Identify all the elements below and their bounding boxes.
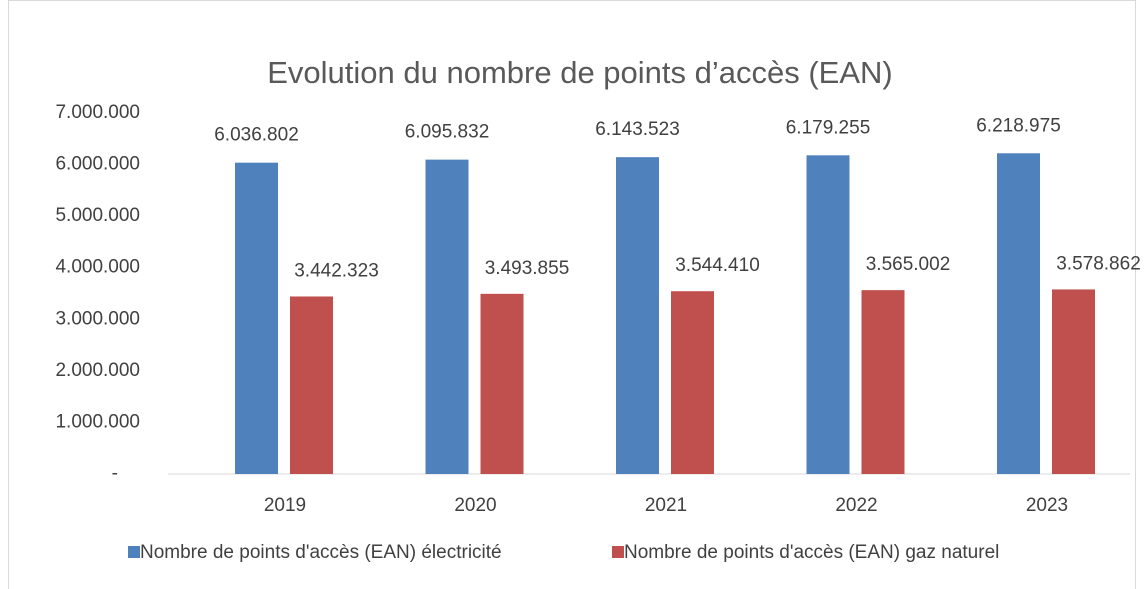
y-tick-label: 7.000.000 — [55, 102, 140, 123]
y-tick-label: 3.000.000 — [55, 308, 140, 329]
value-label: 3.544.410 — [675, 255, 760, 276]
bar — [806, 155, 850, 474]
value-label: 6.179.255 — [786, 117, 871, 138]
bar — [616, 157, 659, 474]
value-label: 3.493.855 — [485, 258, 570, 279]
legend-swatch — [612, 546, 624, 558]
bar — [425, 159, 469, 474]
bar — [997, 153, 1040, 475]
value-label: 3.442.323 — [294, 260, 379, 281]
y-tick-label: - — [112, 463, 118, 484]
bar — [290, 296, 333, 474]
y-tick-label: 6.000.000 — [55, 154, 140, 175]
legend-swatch — [128, 546, 140, 558]
bar — [480, 293, 524, 474]
x-tick-label: 2019 — [264, 495, 306, 516]
bar — [1052, 289, 1095, 474]
x-tick-label: 2021 — [645, 495, 687, 516]
bar — [861, 290, 905, 474]
chart-frame — [8, 0, 1136, 589]
value-label: 3.578.862 — [1056, 253, 1141, 274]
value-label: 6.143.523 — [595, 119, 680, 140]
value-label: 3.565.002 — [866, 254, 951, 275]
value-label: 6.036.802 — [214, 125, 299, 146]
legend-label: Nombre de points d'accès (EAN) gaz natur… — [624, 542, 999, 563]
x-tick-label: 2022 — [835, 495, 877, 516]
value-label: 6.095.832 — [405, 122, 490, 143]
bar — [671, 291, 714, 474]
value-label: 6.218.975 — [976, 115, 1061, 136]
y-tick-label: 5.000.000 — [55, 205, 140, 226]
x-tick-label: 2023 — [1026, 495, 1068, 516]
chart-title: Evolution du nombre de points d’accès (E… — [267, 55, 893, 90]
x-tick-label: 2020 — [454, 495, 496, 516]
y-tick-label: 4.000.000 — [55, 257, 140, 278]
y-tick-label: 2.000.000 — [55, 360, 140, 381]
y-tick-label: 1.000.000 — [55, 411, 140, 432]
bar — [235, 162, 278, 474]
legend-label: Nombre de points d'accès (EAN) électrici… — [140, 542, 502, 563]
